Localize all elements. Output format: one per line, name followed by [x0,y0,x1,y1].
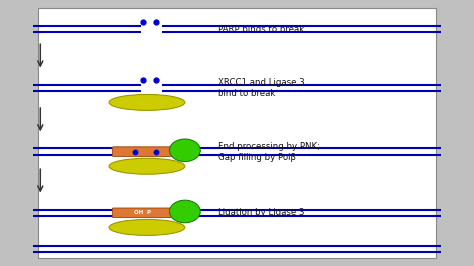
Text: OH  P: OH P [134,210,151,215]
Text: End processing by PNK;
Gap filling by Polβ: End processing by PNK; Gap filling by Po… [218,142,320,162]
Text: Ligation by Ligase 3: Ligation by Ligase 3 [218,208,304,217]
FancyBboxPatch shape [112,147,172,156]
Ellipse shape [170,139,200,162]
Ellipse shape [109,158,185,174]
Text: XRCC1 and Ligase 3
bind to break: XRCC1 and Ligase 3 bind to break [218,78,305,98]
FancyBboxPatch shape [112,208,172,218]
Ellipse shape [109,219,185,235]
Ellipse shape [109,94,185,110]
FancyBboxPatch shape [38,8,436,258]
Text: PARP binds to break: PARP binds to break [218,25,304,34]
Ellipse shape [170,200,200,223]
